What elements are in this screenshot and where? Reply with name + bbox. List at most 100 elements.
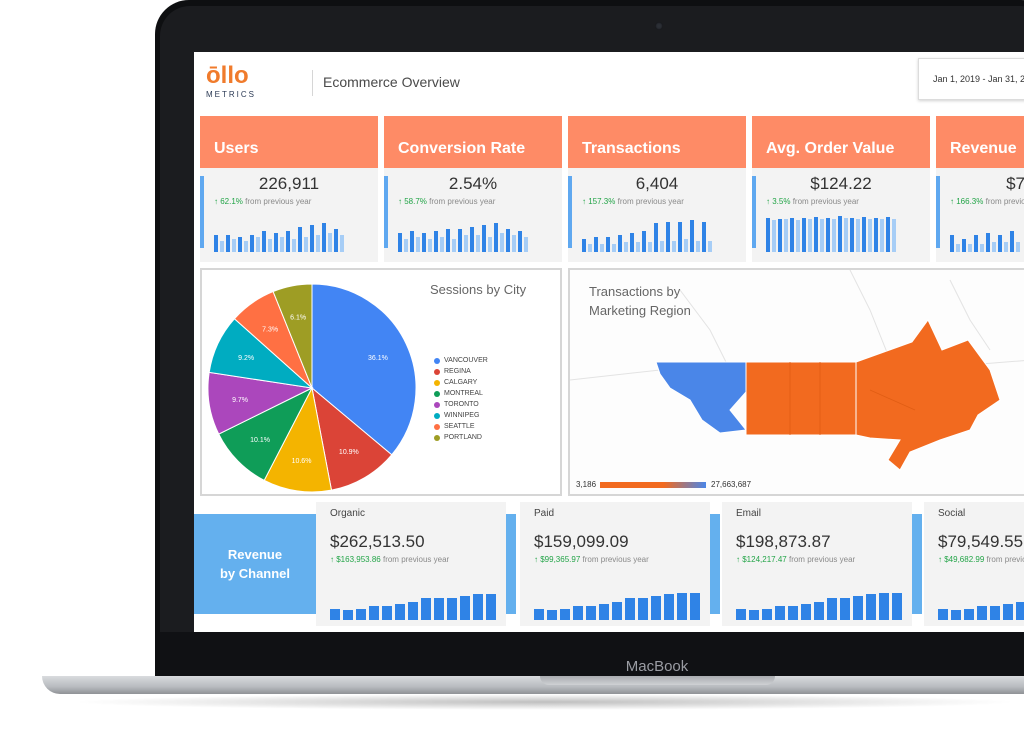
map-title-line1: Transactions by [589, 284, 681, 299]
kpi-bar [286, 231, 290, 252]
kpi-bar [476, 235, 480, 252]
laptop-chin [160, 632, 1024, 676]
channel-sparkbars [736, 588, 902, 620]
rev-label-line2: by Channel [219, 566, 291, 581]
kpi-sparkbars [398, 214, 528, 252]
up-arrow-icon: ↑ [534, 555, 541, 564]
channel-card[interactable]: Social $79,549.55 ↑ $49,682.99 from previo… [924, 502, 1024, 626]
channel-card[interactable]: Email $198,873.87 ↑ $124,217.47 from previ… [722, 502, 912, 626]
kpi-bar [214, 235, 218, 252]
kpi-bar [470, 227, 474, 252]
channel-value: $159,099.09 [534, 532, 629, 551]
kpi-bar [310, 225, 314, 252]
kpi-bar [630, 233, 634, 252]
kpi-bar [506, 229, 510, 252]
pie-slice[interactable] [272, 283, 313, 389]
kpi-bar [850, 218, 854, 252]
channel-bar [356, 609, 366, 620]
kpi-card[interactable]: Users 226,911 ↑ 62.1% from previous year [200, 116, 378, 262]
pie-slice[interactable] [263, 386, 333, 493]
channel-bar [1016, 602, 1024, 620]
kpi-bar [582, 239, 586, 252]
kpi-bar [766, 218, 770, 252]
legend-min: 3,186 [576, 480, 597, 489]
kpi-change-pct: 3.5% [772, 197, 791, 206]
pie-label: 7.3% [262, 326, 278, 333]
kpi-title: Conversion Rate [384, 116, 562, 168]
kpi-bar [838, 216, 842, 252]
kpi-card[interactable]: Avg. Order Value $124.22 ↑ 3.5% from previ… [752, 116, 930, 262]
pie-slice[interactable] [311, 283, 417, 456]
kpi-bar [340, 235, 344, 252]
channel-card[interactable]: Organic $262,513.50 ↑ $163,953.86 from pre… [316, 502, 506, 626]
channel-bar [664, 594, 674, 620]
date-range-picker[interactable]: Jan 1, 2019 - Jan 31, 20 [918, 58, 1024, 100]
kpi-bar [886, 217, 890, 252]
channel-change-amount: $163,953.86 [336, 555, 381, 564]
kpi-accent [752, 176, 756, 248]
channel-card[interactable]: Paid $159,099.09 ↑ $99,365.97 from previou… [520, 502, 710, 626]
canada-map[interactable] [570, 270, 1024, 494]
kpi-bar [494, 223, 498, 252]
kpi-bar [998, 235, 1002, 252]
legend-label: WINNIPEG [444, 412, 480, 419]
kpi-bar [992, 242, 996, 252]
kpi-card[interactable]: Revenue $795 ↑ 166.3% from previous year [936, 116, 1024, 262]
kpi-change-suffix: from previous year [985, 197, 1024, 206]
kpi-bar [796, 220, 800, 252]
kpi-bar [500, 233, 504, 252]
ollo-logo[interactable]: ōllo METRICS [206, 62, 266, 102]
kpi-value: $124.22 [810, 174, 872, 193]
up-arrow-icon: ↑ [938, 555, 945, 564]
kpi-accent [568, 176, 572, 248]
kpi-card[interactable]: Conversion Rate 2.54% ↑ 58.7% from previou… [384, 116, 562, 262]
channel-bar [866, 594, 876, 620]
kpi-bar [784, 219, 788, 252]
kpi-accent [200, 176, 204, 248]
kpi-bar [268, 239, 272, 252]
channel-bar [547, 610, 557, 620]
channel-name: Social [938, 508, 966, 519]
kpi-bar [666, 222, 670, 252]
channel-bar [599, 604, 609, 620]
kpi-sparkbars [766, 214, 896, 252]
logo-mark: ōllo [206, 62, 249, 89]
kpi-bar [962, 239, 966, 252]
legend-item: REGINA [434, 366, 488, 377]
kpi-bar [672, 241, 676, 252]
legend-dot [434, 390, 440, 397]
kpi-bar [298, 227, 302, 252]
legend-label: CALGARY [444, 379, 478, 386]
channel-bar [434, 598, 444, 620]
kpi-bar [524, 237, 528, 252]
page-title: Ecommerce Overview [323, 74, 460, 90]
channel-bar [788, 606, 798, 620]
legend-dot [434, 368, 440, 375]
transactions-map-panel: Transactions by Marketing Region 3,186 2… [568, 268, 1024, 496]
channel-bar [1003, 604, 1013, 620]
kpi-sparkbars [950, 214, 1020, 252]
kpi-bar [696, 241, 700, 252]
kpi-change: ↑ 166.3% from previous year [950, 197, 1024, 206]
channel-bar [330, 609, 340, 620]
channel-bar [651, 596, 661, 620]
kpi-bar [648, 242, 652, 252]
pie-label: 9.7% [232, 397, 248, 404]
legend-item: MONTREAL [434, 388, 488, 399]
pie-slice[interactable] [311, 386, 393, 491]
up-arrow-icon: ↑ [950, 197, 957, 206]
legend-max: 27,663,687 [711, 480, 752, 489]
channel-bar [408, 602, 418, 620]
legend-dot [434, 379, 440, 386]
channel-change-suffix: from previous year [382, 555, 450, 564]
kpi-bar [968, 244, 972, 252]
kpi-value: 226,911 [258, 174, 320, 193]
kpi-bar [428, 239, 432, 252]
kpi-bar [226, 235, 230, 252]
kpi-bar [654, 223, 658, 252]
up-arrow-icon: ↑ [736, 555, 743, 564]
channel-change-suffix: from previous year [788, 555, 856, 564]
kpi-title: Avg. Order Value [752, 116, 930, 168]
kpi-card[interactable]: Transactions 6,404 ↑ 157.3% from previous … [568, 116, 746, 262]
channel-change: ↑ $124,217.47 from previous year [736, 555, 855, 564]
